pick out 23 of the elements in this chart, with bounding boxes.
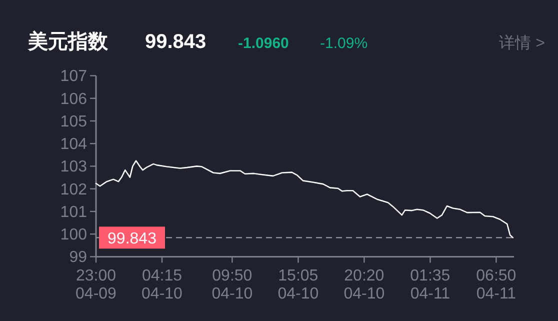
- y-tick-label: 104: [60, 136, 88, 154]
- x-tick-label: 09:50 04-10: [212, 268, 253, 303]
- text: -1.0960: [238, 35, 289, 52]
- x-tick-label: 20:20 04-10: [344, 268, 385, 303]
- y-tick-label: 103: [60, 158, 88, 176]
- ref-line-label: 99.843: [108, 230, 157, 248]
- chart-title: 美元指数: [27, 30, 109, 53]
- text: -1.09%: [320, 35, 368, 52]
- y-tick-label: 102: [60, 181, 88, 198]
- text: 99.843: [145, 31, 206, 53]
- x-tick-label: 06:50 04-11: [476, 268, 516, 303]
- y-tick-label: 99: [69, 249, 88, 266]
- x-tick-label: 04:15 04-10: [142, 268, 183, 303]
- text: 详情 >: [499, 34, 545, 52]
- y-tick-label: 100: [60, 226, 88, 244]
- y-tick-label: 106: [60, 90, 88, 108]
- y-tick-label: 105: [60, 113, 88, 130]
- ref-line: 99.843: [96, 226, 514, 249]
- y-tick-label: 101: [60, 204, 88, 221]
- y-tick-label: 107: [60, 68, 88, 86]
- x-tick-label: 01:35 04-11: [410, 268, 450, 303]
- x-tick-label: 23:00 04-09: [76, 268, 117, 303]
- x-tick-label: 15:05 04-10: [278, 268, 319, 303]
